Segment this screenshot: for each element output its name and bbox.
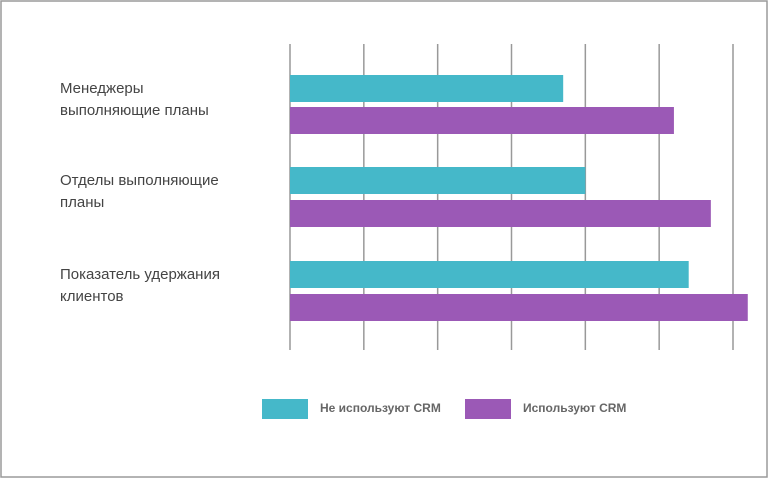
category-label: Отделы выполняющие планы (60, 172, 219, 211)
bar (290, 167, 586, 194)
bar (290, 107, 674, 134)
category-label: Показатель удержания клиентов (60, 266, 220, 305)
bar (290, 200, 711, 227)
legend-swatch (465, 399, 511, 419)
legend-label: Не используют CRM (320, 401, 441, 415)
legend-swatch (262, 399, 308, 419)
bar (290, 75, 564, 102)
bar (290, 261, 689, 288)
category-label: Менеджеры выполняющие планы (60, 80, 209, 119)
legend-label: Используют CRM (523, 401, 626, 415)
bar (290, 294, 748, 321)
